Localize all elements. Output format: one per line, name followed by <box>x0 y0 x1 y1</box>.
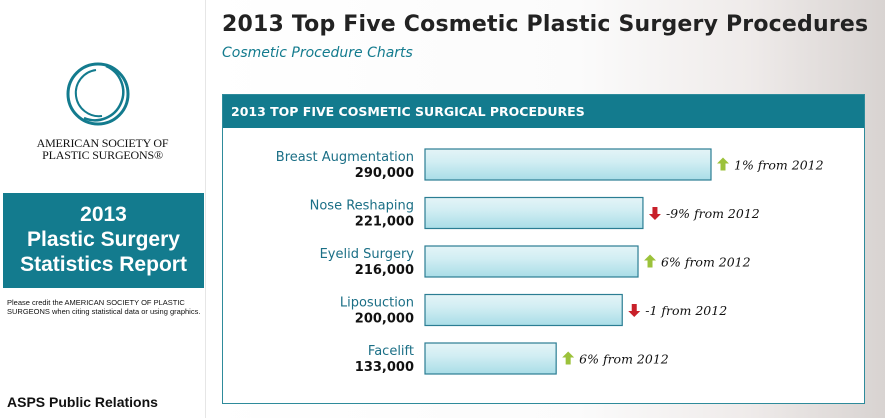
report-title-line3: Statistics Report <box>20 253 187 276</box>
category-label-3: Liposuction <box>340 296 414 311</box>
change-label-3: -1 from 2012 <box>645 303 727 318</box>
category-label-2: Eyelid Surgery <box>320 247 415 262</box>
page-title: 2013 Top Five Cosmetic Plastic Surgery P… <box>222 12 869 37</box>
org-name: AMERICAN SOCIETY OF PLASTIC SURGEONS® <box>0 137 205 161</box>
page-subtitle[interactable]: Cosmetic Procedure Charts <box>222 45 413 61</box>
bar-2 <box>424 245 639 278</box>
bar-4 <box>424 342 557 375</box>
chart-title: 2013 TOP FIVE COSMETIC SURGICAL PROCEDUR… <box>223 95 864 128</box>
category-label-4: Facelift <box>368 344 414 359</box>
chart-panel: 2013 TOP FIVE COSMETIC SURGICAL PROCEDUR… <box>222 94 865 404</box>
down-arrow-icon-3 <box>628 304 641 317</box>
report-title-line2: Plastic Surgery <box>27 228 180 251</box>
sidebar: AMERICAN SOCIETY OF PLASTIC SURGEONS® 20… <box>0 0 206 418</box>
bar-0 <box>424 148 712 181</box>
report-title-box: 2013 Plastic Surgery Statistics Report <box>3 193 204 288</box>
up-arrow-icon-4 <box>562 351 575 365</box>
pr-link[interactable]: ASPS Public Relations <box>7 394 158 410</box>
org-name-line1: AMERICAN SOCIETY OF <box>36 136 169 150</box>
change-label-2: 6% from 2012 <box>661 255 751 270</box>
value-label-1: 221,000 <box>355 215 414 230</box>
asps-logo-icon <box>66 62 130 126</box>
down-arrow-icon-1 <box>648 207 661 220</box>
up-arrow-icon-2 <box>644 254 657 268</box>
change-label-1: -9% from 2012 <box>666 206 760 221</box>
org-name-line2: PLASTIC SURGEONS® <box>42 148 163 162</box>
category-label-1: Nose Reshaping <box>310 199 414 214</box>
bar-3 <box>424 293 623 327</box>
value-label-4: 133,000 <box>355 360 414 375</box>
change-label-0: 1% from 2012 <box>734 158 824 173</box>
value-label-2: 216,000 <box>355 263 414 278</box>
up-arrow-icon-0 <box>717 157 729 171</box>
value-label-3: 200,000 <box>355 312 414 327</box>
bar-1 <box>424 196 644 230</box>
credit-note: Please credit the AMERICAN SOCIETY OF PL… <box>7 298 201 316</box>
value-label-0: 290,000 <box>355 166 414 181</box>
report-year: 2013 <box>80 203 127 226</box>
category-label-0: Breast Augmentation <box>276 150 414 165</box>
change-label-4: 6% from 2012 <box>579 352 669 367</box>
main-content: 2013 Top Five Cosmetic Plastic Surgery P… <box>206 0 885 418</box>
